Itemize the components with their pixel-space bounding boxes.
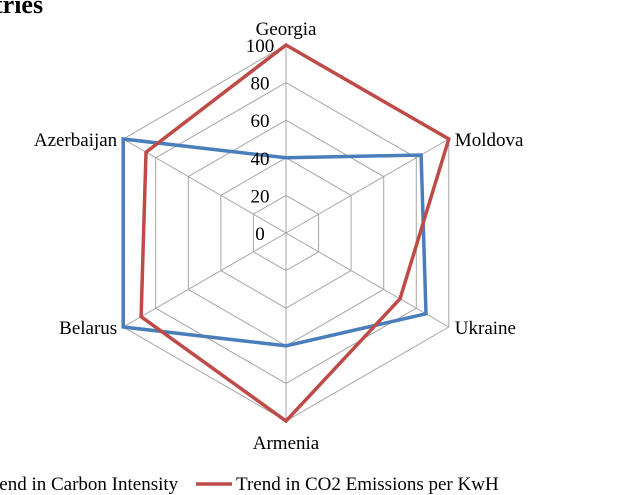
chart-title-fragment: tries: [0, 0, 44, 19]
tick-label-5: 100: [246, 36, 275, 57]
category-label-5: Azerbaijan: [34, 130, 118, 151]
tick-label-2: 40: [251, 149, 270, 170]
grid-spoke-5: [122, 138, 287, 234]
legend-label-0: Trend in Carbon Intensity: [0, 474, 179, 495]
radar-grid: [122, 44, 450, 422]
category-label-4: Belarus: [59, 318, 117, 339]
tick-label-1: 20: [251, 186, 270, 207]
radar-series: [121, 42, 451, 424]
category-label-2: Ukraine: [455, 318, 516, 339]
grid-spoke-4: [122, 232, 287, 328]
tick-label-0: 0: [255, 224, 265, 245]
category-label-1: Moldova: [455, 130, 524, 151]
legend-label-1: Trend in CO2 Emissions per KwH: [236, 474, 499, 495]
series-line-0: [121, 137, 428, 348]
tick-label-3: 60: [251, 111, 270, 132]
radar-tick-labels: 0 20 40 60 80 100: [246, 36, 275, 245]
legend: Trend in Carbon Intensity Trend in CO2 Em…: [0, 474, 499, 495]
grid-spoke-2: [285, 232, 450, 328]
category-label-3: Armenia: [253, 433, 320, 454]
tick-label-4: 80: [251, 74, 270, 95]
series-line-1: [139, 42, 451, 424]
radar-category-labels: Georgia Moldova Ukraine Armenia Belarus Azerb…: [34, 19, 524, 454]
category-label-0: Georgia: [256, 19, 317, 40]
